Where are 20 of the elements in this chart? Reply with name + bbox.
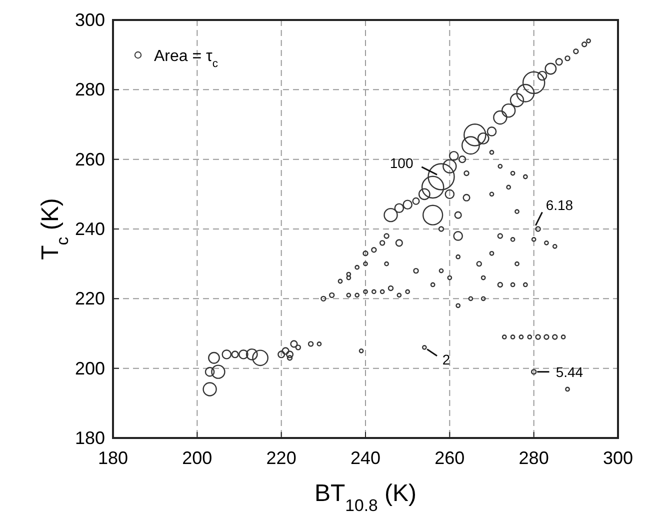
y-tick-label: 280 bbox=[74, 80, 105, 100]
annotation: 5.44 bbox=[556, 364, 584, 380]
x-tick-label: 180 bbox=[98, 448, 128, 468]
y-tick-label: 260 bbox=[74, 149, 105, 170]
x-tick-label: 280 bbox=[518, 448, 549, 468]
y-tick-label: 220 bbox=[74, 288, 105, 309]
x-tick-label: 220 bbox=[266, 448, 296, 468]
x-tick-label: 240 bbox=[350, 448, 381, 468]
x-tick-label: 300 bbox=[602, 448, 634, 468]
y-tick-label: 240 bbox=[74, 219, 105, 239]
x-axis-title: BT$_{10.8}$ (K) bbox=[314, 480, 417, 514]
y-tick-label: 300 bbox=[74, 10, 105, 30]
legend-label: Area = τ$_{c}$ bbox=[154, 48, 218, 70]
annotation: 2 bbox=[442, 351, 450, 368]
annotation: 6.18 bbox=[546, 197, 574, 213]
y-tick-label: 200 bbox=[74, 358, 105, 378]
annotation: 100 bbox=[390, 154, 414, 171]
x-tick-label: 260 bbox=[434, 448, 465, 468]
x-tick-label: 200 bbox=[182, 448, 212, 468]
y-tick-label: 180 bbox=[74, 428, 105, 448]
